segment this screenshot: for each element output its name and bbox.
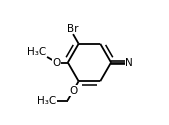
Text: H₃C: H₃C bbox=[37, 96, 56, 106]
Text: Br: Br bbox=[67, 24, 79, 34]
Text: O: O bbox=[69, 86, 77, 96]
Text: O: O bbox=[53, 58, 61, 68]
Text: H₃C: H₃C bbox=[27, 47, 46, 57]
Text: N: N bbox=[125, 58, 133, 68]
